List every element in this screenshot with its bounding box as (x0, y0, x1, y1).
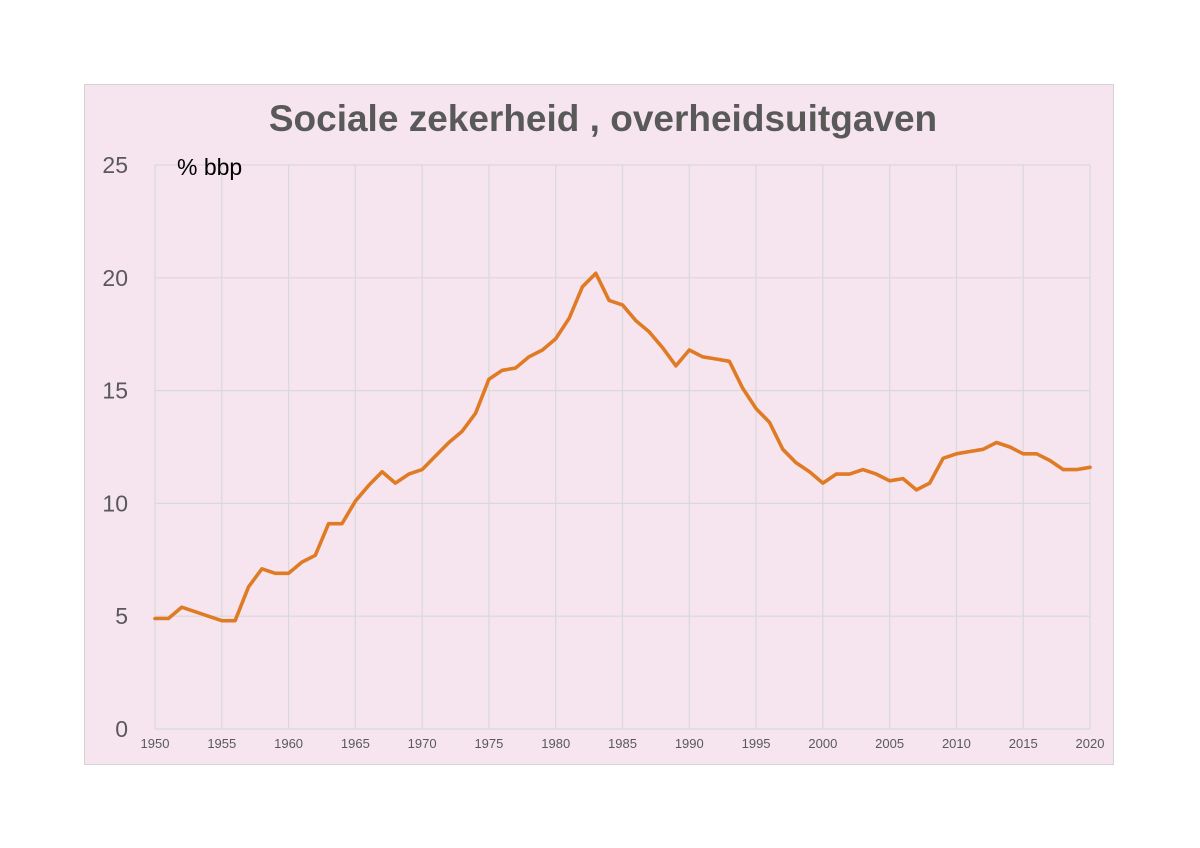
x-tick-label: 1990 (675, 736, 704, 751)
axis-ticks: 0 5 10 15 20 25 1950 1955 1960 1965 1970 1975 1980 19… (102, 152, 1104, 751)
x-tick-label: 1955 (207, 736, 236, 751)
x-tick-label: 2010 (942, 736, 971, 751)
x-tick-label: 1980 (541, 736, 570, 751)
gridlines (154, 164, 1091, 730)
line-chart: Sociale zekerheid , overheidsuitgaven 0 5… (102, 98, 1104, 751)
y-tick-label: 25 (102, 152, 128, 178)
x-tick-label: 1960 (274, 736, 303, 751)
y-tick-label: 5 (115, 603, 128, 629)
series-line (153, 271, 1092, 623)
x-tick-label: 1970 (408, 736, 437, 751)
x-tick-label: 1965 (341, 736, 370, 751)
x-tick-label: 1950 (141, 736, 170, 751)
x-tick-label: 2020 (1076, 736, 1105, 751)
x-tick-label: 2015 (1009, 736, 1038, 751)
y-tick-label: 10 (102, 490, 128, 516)
y-tick-label: 0 (115, 716, 128, 742)
x-tick-label: 1995 (742, 736, 771, 751)
unit-label: % bbp (177, 154, 242, 180)
x-tick-label: 2000 (808, 736, 837, 751)
series-layer (153, 271, 1092, 623)
chart-area: Sociale zekerheid , overheidsuitgaven 0 5… (84, 84, 1114, 765)
x-tick-label: 2005 (875, 736, 904, 751)
chart-title: Sociale zekerheid , overheidsuitgaven (269, 98, 937, 139)
y-tick-label: 20 (102, 265, 128, 291)
x-tick-label: 1985 (608, 736, 637, 751)
x-tick-label: 1975 (474, 736, 503, 751)
y-tick-label: 15 (102, 378, 128, 404)
